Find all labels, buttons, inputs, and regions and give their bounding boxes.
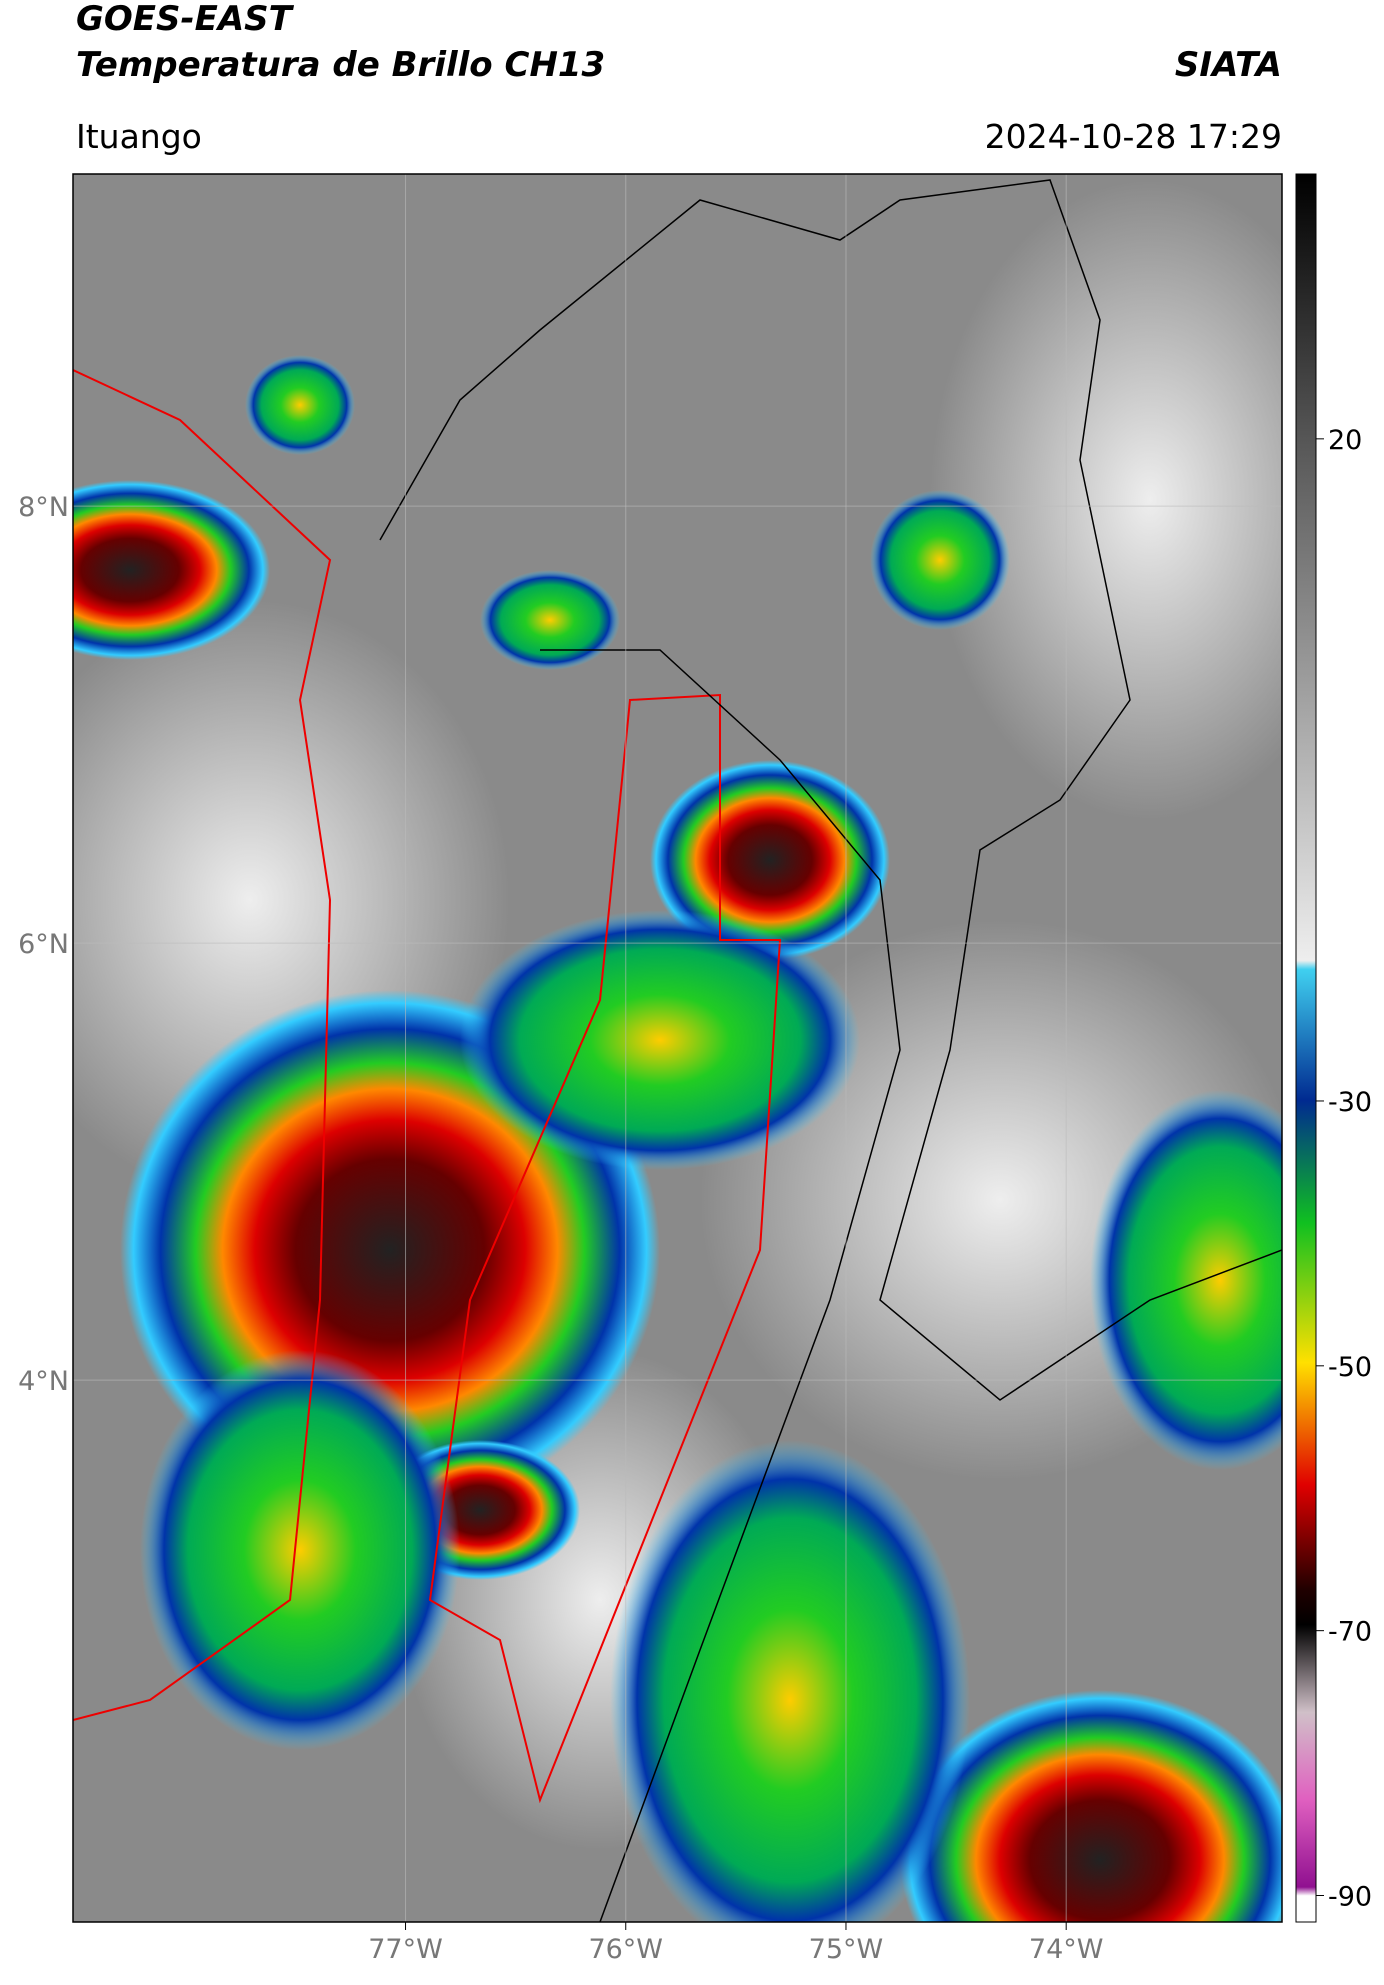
colorbar-tick-label: -50 — [1328, 1352, 1372, 1383]
storm — [650, 760, 890, 960]
colorbar-ticks: 20 -30 -50 -70 -90 — [1316, 425, 1372, 1913]
colorbar — [1295, 173, 1317, 1923]
convection — [1090, 1090, 1282, 1470]
convection — [610, 1440, 970, 1922]
colorbar-tick-label: -90 — [1328, 1882, 1372, 1913]
convection — [460, 910, 860, 1170]
datetime: 2024-10-28 17:29 — [985, 117, 1282, 156]
y-tick-label: 4°N — [18, 1366, 69, 1397]
x-tick-label: 76°W — [588, 1934, 663, 1965]
satellite: GOES-EAST — [76, 0, 295, 39]
colorbar-tick-label: -70 — [1328, 1617, 1372, 1648]
convection — [480, 570, 620, 670]
storm — [73, 480, 270, 660]
colorbar-tick-label: -30 — [1328, 1087, 1372, 1118]
colorbar-tick-label: 20 — [1328, 425, 1362, 456]
grid: 77°W 76°W 75°W 74°W 4°N 6°N 8°N — [18, 174, 1282, 1965]
convection — [870, 490, 1010, 630]
x-tick-label: 74°W — [1029, 1934, 1104, 1965]
x-tick-label: 75°W — [809, 1934, 884, 1965]
y-tick-label: 6°N — [18, 929, 69, 960]
storm — [900, 1690, 1282, 1922]
source: SIATA — [1175, 45, 1282, 85]
border — [428, 693, 782, 1804]
convection — [140, 1350, 460, 1750]
x-tick-label: 77°W — [368, 1934, 443, 1965]
y-tick-label: 8°N — [18, 492, 69, 523]
product: Temperatura de Brillo CH13 — [76, 45, 605, 85]
border — [379, 179, 1282, 1922]
cloud — [930, 180, 1282, 820]
location: Ituango — [76, 117, 202, 156]
convection — [245, 355, 355, 455]
map-frame — [72, 173, 1283, 1923]
border — [73, 369, 332, 1721]
satellite-image — [73, 174, 1282, 1922]
